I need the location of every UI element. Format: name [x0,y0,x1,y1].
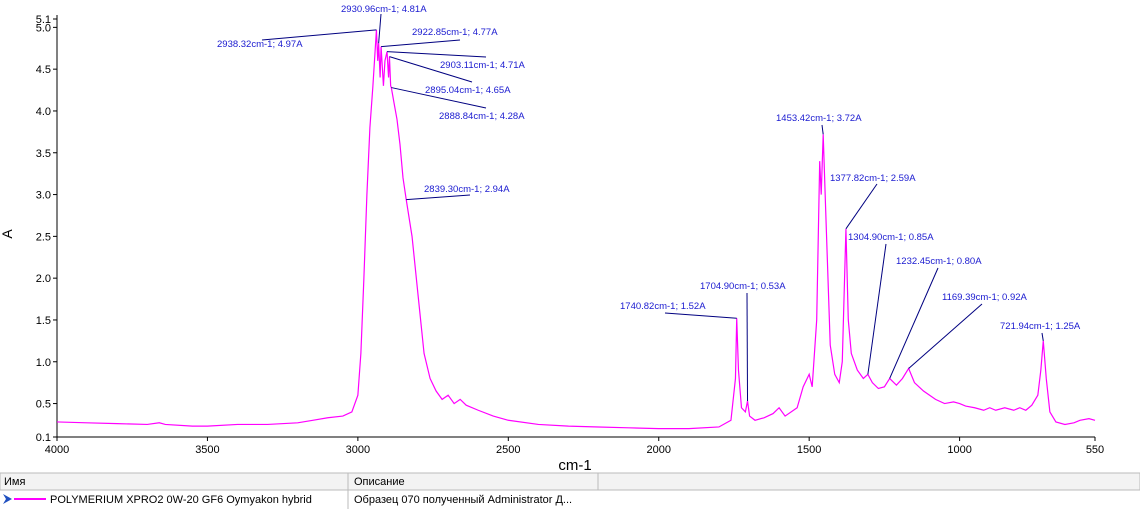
peak-leader [406,194,471,201]
peak-leader [1041,332,1044,341]
peak-leader [261,29,377,41]
peak-leader [378,13,382,44]
legend-label: POLYMERIUM XPRO2 0W-20 GF6 Oymyakon hybr… [50,494,312,506]
peak-leader [664,312,737,319]
legend-row-icon [3,494,12,504]
legend-description: Образец 070 полученный Administrator Д..… [354,494,572,506]
y-tick-label: 0.5 [36,399,51,411]
x-tick-label: 3000 [346,444,370,456]
y-axis-label: A [0,229,15,239]
y-tick-label: 2.5 [36,231,51,243]
y-tick-label: 2.0 [36,273,51,285]
peak-leader [746,292,749,402]
peak-label: 1740.82cm-1; 1.52A [620,301,706,312]
peak-label: 1704.90cm-1; 0.53A [700,281,786,292]
peak-leader [389,56,473,83]
peak-leader [867,243,887,375]
peak-label: 1453.42cm-1; 3.72A [776,113,862,124]
peak-label: 1377.82cm-1; 2.59A [830,173,916,184]
legend-column-header: Имя [4,476,25,488]
y-tick-label: 0.1 [36,432,51,444]
x-tick-label: 4000 [45,444,69,456]
peak-label: 2839.30cm-1; 2.94A [424,184,510,195]
peak-leader [908,303,983,369]
y-tick-label: 5.1 [36,14,51,26]
peak-leader [386,51,487,58]
peak-label: 1169.39cm-1; 0.92A [942,292,1028,303]
x-tick-label: 3500 [195,444,219,456]
peak-leader [391,87,487,109]
peak-leader [845,183,878,230]
peak-leader [889,267,939,379]
spectrum-line [56,29,1096,430]
y-tick-label: 1.0 [36,357,51,369]
peak-label: 2930.96cm-1; 4.81A [341,4,427,15]
peak-label: 2938.32cm-1; 4.97A [217,39,303,50]
legend-column-header: Описание [354,476,405,488]
x-tick-label: 2000 [646,444,670,456]
peak-label: 2922.85cm-1; 4.77A [412,27,498,38]
y-tick-label: 4.0 [36,106,51,118]
peak-label: 2903.11cm-1; 4.71A [440,60,526,71]
peak-label: 1232.45cm-1; 0.80A [896,256,982,267]
y-tick-label: 5.0 [36,22,51,34]
x-tick-label: 2500 [496,444,520,456]
peak-leader [381,39,461,48]
peak-label: 1304.90cm-1; 0.85A [848,232,934,243]
y-tick-label: 4.5 [36,64,51,76]
y-tick-label: 1.5 [36,315,51,327]
y-tick-label: 3.0 [36,190,51,202]
x-tick-label: 1000 [947,444,971,456]
legend-header [0,472,1140,491]
x-axis-label: cm-1 [558,457,591,474]
y-tick-label: 3.5 [36,148,51,160]
peak-label: 2895.04cm-1; 4.65A [425,85,511,96]
peak-leader [821,124,824,135]
x-tick-label: 1500 [797,444,821,456]
peak-label: 721.94cm-1; 1.25A [1000,321,1081,332]
x-tick-label: 550 [1086,444,1104,456]
peak-label: 2888.84cm-1; 4.28A [439,111,525,122]
